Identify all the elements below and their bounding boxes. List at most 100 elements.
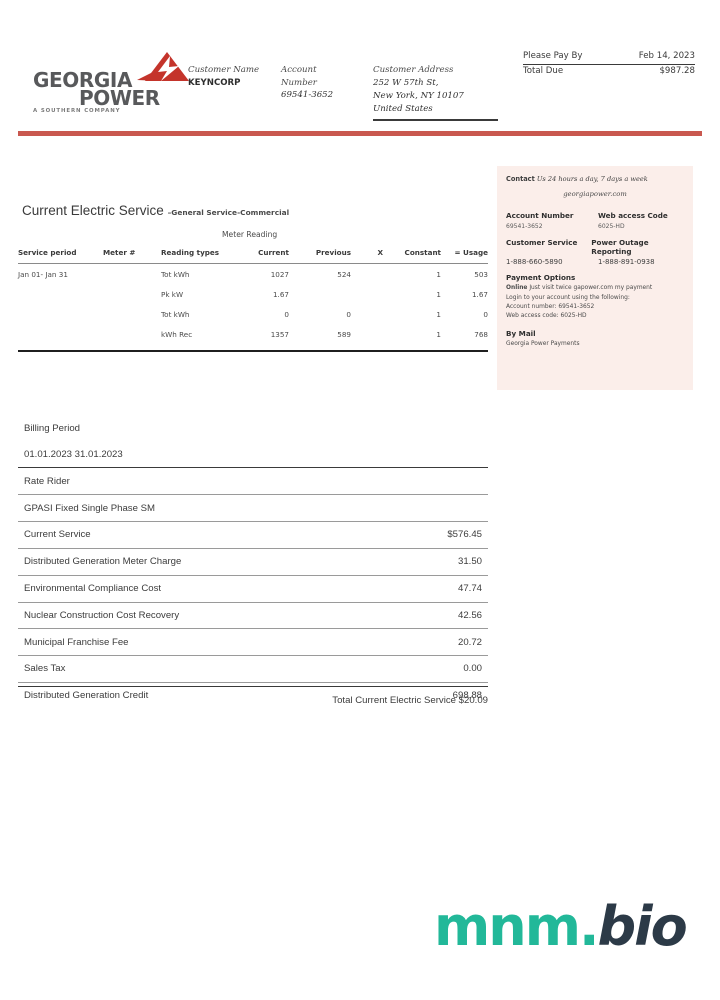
- paybox-divider: [523, 64, 695, 66]
- cell-current: 1027: [270, 269, 289, 279]
- account-number-label-line1: Account: [281, 65, 317, 75]
- by-mail-label: By Mail: [506, 328, 536, 338]
- total-due-value: $987.28: [659, 66, 695, 77]
- col-service-period: Service period: [18, 246, 103, 264]
- address-line-2: New York, NY 10107: [373, 90, 464, 101]
- cell-usage: 0: [483, 309, 488, 319]
- power-mountain-icon: [137, 52, 189, 81]
- address-line-1: 252 W 57th St,: [373, 77, 439, 88]
- charge-line-item: Sales Tax 0.00: [18, 656, 488, 682]
- cell-constant: 1: [436, 269, 441, 279]
- account-web-header-row: Account Number Web access Code: [506, 204, 684, 222]
- charge-label: Distributed Generation Meter Charge: [24, 556, 182, 568]
- contact-web-access-label: Web access Code: [598, 210, 668, 220]
- col-reading-types: Reading types: [161, 246, 231, 264]
- rate-plan-label: GPASI Fixed Single Phase SM: [24, 502, 155, 514]
- charge-label: Municipal Franchise Fee: [24, 636, 129, 648]
- billing-detail-section: Billing Period 01.01.2023 31.01.2023 Rat…: [18, 415, 488, 709]
- charge-label: Environmental Compliance Cost: [24, 583, 162, 595]
- cell-usage: 1.67: [471, 289, 488, 299]
- service-outage-phone-row: 1-888-660-5890 1-888-891-0938: [506, 258, 684, 266]
- outage-reporting-phone[interactable]: 1-888-891-0938: [598, 258, 655, 267]
- customer-service-label: Customer Service: [506, 238, 578, 248]
- cell-multiplier: [351, 284, 383, 304]
- customer-address-label: Customer Address: [373, 65, 454, 75]
- col-multiplier: X: [351, 246, 383, 264]
- col-previous: Previous: [289, 246, 351, 264]
- cell-constant: 1: [436, 329, 441, 339]
- cell-previous: 589: [337, 329, 351, 339]
- logo-word-power: POWER: [79, 86, 160, 110]
- cell-constant: 1: [436, 309, 441, 319]
- cell-reading-type: kWh Rec: [161, 329, 193, 339]
- cell-usage: 503: [474, 269, 488, 279]
- account-number-label-line2: Number: [281, 77, 317, 88]
- account-number-value: 69541-3652: [281, 90, 334, 100]
- total-divider: [18, 686, 488, 688]
- charge-line-item: Distributed Generation Meter Charge 31.5…: [18, 549, 488, 575]
- customer-name-label: Customer Name: [188, 65, 260, 75]
- customer-service-phone[interactable]: 1-888-660-5890: [506, 258, 563, 267]
- service-outage-header-row: Customer Service Power Outage Reporting: [506, 231, 684, 258]
- charge-line-item: Distributed Generation Credit 698.88: [18, 683, 488, 709]
- online-payment-line: Online Just visit twice gapower.com my p…: [506, 284, 684, 293]
- rate-rider-row: Rate Rider: [18, 468, 488, 494]
- charge-amount: 0.00: [463, 663, 482, 675]
- cell-service-period: [18, 304, 103, 324]
- billing-period-label: Billing Period: [24, 422, 80, 434]
- table-row: Jan 01- Jan 31 Tot kWh 1027 524 1 503: [18, 264, 488, 285]
- cell-service-period: [18, 324, 103, 344]
- pay-by-row: Please Pay By Feb 14, 2023: [523, 50, 695, 64]
- charge-divider: [18, 681, 488, 683]
- contact-website[interactable]: georgiapower.com: [563, 189, 627, 198]
- total-label: Total Current Electric Service: [332, 695, 456, 706]
- charge-line-item: Current Service $576.45: [18, 522, 488, 548]
- contact-label: Contact: [506, 175, 535, 183]
- georgia-power-logo: GEORGIA POWER A SOUTHERN COMPANY: [33, 50, 193, 114]
- cell-meter-number: [103, 304, 161, 324]
- payment-summary-box: Please Pay By Feb 14, 2023 Total Due $98…: [523, 50, 695, 79]
- bill-header: GEORGIA POWER A SOUTHERN COMPANY Custome…: [0, 42, 720, 122]
- total-due-label: Total Due: [523, 66, 564, 77]
- current-electric-service-title: Current Electric Service –General Servic…: [22, 203, 289, 218]
- col-constant: Constant: [383, 246, 441, 264]
- contact-info-box: Contact Us 24 hours a day, 7 days a week…: [497, 166, 693, 390]
- col-usage: = Usage: [441, 246, 488, 264]
- logo-tagline: A SOUTHERN COMPANY: [33, 108, 121, 114]
- account-number-field: Account Number 69541-3652: [281, 64, 333, 102]
- charge-divider: [18, 574, 488, 576]
- by-mail-value: Georgia Power Payments: [506, 340, 580, 347]
- cell-previous: 524: [337, 269, 351, 279]
- charge-divider: [18, 628, 488, 630]
- billing-period-label-row: Billing Period: [18, 415, 488, 441]
- cell-previous: [289, 284, 351, 304]
- account-web-value-row: 69541-3652 6025-HD: [506, 222, 684, 232]
- contact-account-number-value: 69541-3652: [506, 222, 543, 230]
- customer-name-field: Customer Name KEYNCORP: [188, 64, 259, 90]
- charge-amount: 20.72: [457, 636, 482, 648]
- cell-reading-type: Tot kWh: [161, 309, 190, 319]
- online-instructions-3: Account number: 69541-3652: [506, 303, 595, 310]
- cell-meter-number: [103, 324, 161, 344]
- rate-plan-divider: [18, 521, 488, 522]
- outage-reporting-label: Power Outage Reporting: [591, 238, 649, 257]
- cell-current: 0: [284, 309, 289, 319]
- contact-hours-line: Contact Us 24 hours a day, 7 days a week: [506, 174, 684, 185]
- billing-period-value: 01.01.2023 31.01.2023: [24, 448, 123, 460]
- cell-constant: 1: [436, 289, 441, 299]
- cell-reading-type: Tot kWh: [161, 269, 190, 279]
- address-underline: [373, 119, 498, 121]
- billing-divider: [18, 467, 488, 469]
- charge-amount: $576.45: [447, 529, 482, 541]
- charge-label: Current Service: [24, 529, 91, 541]
- rate-plan-row: GPASI Fixed Single Phase SM: [18, 495, 488, 521]
- table-row: Pk kW 1.67 1 1.67: [18, 284, 488, 304]
- mnm-bio-watermark: mnm.bio: [434, 895, 688, 958]
- watermark-bio: bio: [597, 895, 688, 958]
- rate-rider-divider: [18, 494, 488, 496]
- charge-line-item: Environmental Compliance Cost 47.74: [18, 576, 488, 602]
- cell-service-period: [18, 284, 103, 304]
- col-current: Current: [231, 246, 289, 264]
- charge-line-item: Nuclear Construction Cost Recovery 42.56: [18, 602, 488, 628]
- logo-word-georgia: GEORGIA: [33, 68, 133, 92]
